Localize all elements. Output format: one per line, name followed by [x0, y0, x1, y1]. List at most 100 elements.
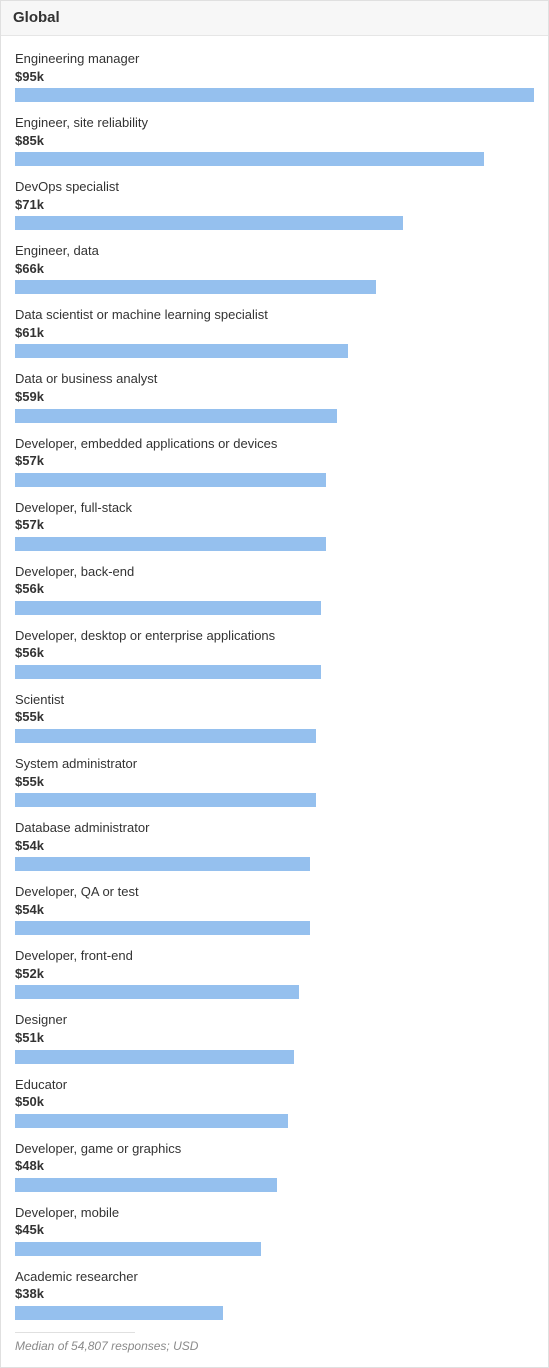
bar-row-value: $48k — [15, 1157, 534, 1175]
bar-track — [15, 1242, 534, 1256]
bar-row-value: $54k — [15, 901, 534, 919]
bar-fill — [15, 409, 337, 423]
bar-row-value: $95k — [15, 68, 534, 86]
bar-fill — [15, 793, 316, 807]
footnote: Median of 54,807 responses; USD — [15, 1339, 534, 1353]
bar-fill — [15, 1050, 294, 1064]
bar-row: Developer, desktop or enterprise applica… — [15, 627, 534, 679]
bar-row-value: $55k — [15, 708, 534, 726]
bar-row-label: Developer, embedded applications or devi… — [15, 435, 534, 453]
bar-fill — [15, 88, 534, 102]
bar-row-value: $50k — [15, 1093, 534, 1111]
bar-track — [15, 537, 534, 551]
bar-track — [15, 985, 534, 999]
bar-track — [15, 152, 534, 166]
bar-row-value: $55k — [15, 773, 534, 791]
bar-row: Developer, QA or test$54k — [15, 883, 534, 935]
bar-track — [15, 1178, 534, 1192]
bar-row-value: $54k — [15, 837, 534, 855]
bar-fill — [15, 344, 348, 358]
bar-fill — [15, 1306, 223, 1320]
bar-row-label: Developer, mobile — [15, 1204, 534, 1222]
bar-row-value: $56k — [15, 580, 534, 598]
bar-row: System administrator$55k — [15, 755, 534, 807]
bar-track — [15, 216, 534, 230]
bar-row-value: $38k — [15, 1285, 534, 1303]
panel-body: Engineering manager$95k Engineer, site re… — [1, 36, 548, 1367]
bar-row-label: Database administrator — [15, 819, 534, 837]
bar-track — [15, 793, 534, 807]
bar-row-value: $52k — [15, 965, 534, 983]
panel-title: Global — [13, 9, 60, 26]
bar-row-label: System administrator — [15, 755, 534, 773]
salary-panel: Global Engineering manager$95k Engineer, … — [0, 0, 549, 1368]
bar-row-value: $57k — [15, 516, 534, 534]
bar-fill — [15, 601, 321, 615]
bar-row-label: Data or business analyst — [15, 370, 534, 388]
bar-row: Developer, front-end$52k — [15, 947, 534, 999]
bar-row: Academic researcher$38k — [15, 1268, 534, 1320]
bar-row-value: $71k — [15, 196, 534, 214]
bar-fill — [15, 1114, 288, 1128]
bar-fill — [15, 665, 321, 679]
bar-track — [15, 1306, 534, 1320]
bar-row-label: Developer, full-stack — [15, 499, 534, 517]
bar-track — [15, 88, 534, 102]
bar-row-label: Data scientist or machine learning speci… — [15, 306, 534, 324]
bar-row-label: Developer, desktop or enterprise applica… — [15, 627, 534, 645]
bar-row-label: Developer, front-end — [15, 947, 534, 965]
bar-track — [15, 857, 534, 871]
bar-track — [15, 473, 534, 487]
bar-track — [15, 729, 534, 743]
bar-fill — [15, 1242, 261, 1256]
bar-row-label: Educator — [15, 1076, 534, 1094]
bar-row-value: $51k — [15, 1029, 534, 1047]
bar-row-label: Engineer, data — [15, 242, 534, 260]
bar-row: Designer$51k — [15, 1011, 534, 1063]
bar-row-value: $66k — [15, 260, 534, 278]
bar-track — [15, 921, 534, 935]
bar-fill — [15, 729, 316, 743]
bar-fill — [15, 1178, 277, 1192]
bar-row: Database administrator$54k — [15, 819, 534, 871]
bar-fill — [15, 985, 299, 999]
bar-fill — [15, 152, 484, 166]
bar-row-value: $59k — [15, 388, 534, 406]
bar-row-value: $57k — [15, 452, 534, 470]
bar-fill — [15, 216, 403, 230]
bar-rows-container: Engineering manager$95k Engineer, site re… — [15, 50, 534, 1320]
bar-row-label: Developer, QA or test — [15, 883, 534, 901]
footnote-rule — [15, 1332, 135, 1333]
bar-fill — [15, 537, 326, 551]
bar-row: Engineer, site reliability$85k — [15, 114, 534, 166]
bar-row: Developer, game or graphics$48k — [15, 1140, 534, 1192]
panel-header: Global — [1, 1, 548, 36]
bar-row-label: Developer, game or graphics — [15, 1140, 534, 1158]
bar-track — [15, 601, 534, 615]
bar-track — [15, 665, 534, 679]
bar-row-label: DevOps specialist — [15, 178, 534, 196]
bar-row-label: Engineer, site reliability — [15, 114, 534, 132]
bar-row: Developer, full-stack$57k — [15, 499, 534, 551]
bar-track — [15, 280, 534, 294]
bar-track — [15, 1050, 534, 1064]
bar-fill — [15, 280, 376, 294]
bar-track — [15, 409, 534, 423]
bar-row: Engineering manager$95k — [15, 50, 534, 102]
bar-row: DevOps specialist$71k — [15, 178, 534, 230]
bar-fill — [15, 921, 310, 935]
bar-row-label: Scientist — [15, 691, 534, 709]
bar-row: Data or business analyst$59k — [15, 370, 534, 422]
bar-row: Developer, embedded applications or devi… — [15, 435, 534, 487]
bar-fill — [15, 857, 310, 871]
bar-row-value: $45k — [15, 1221, 534, 1239]
bar-row-value: $85k — [15, 132, 534, 150]
bar-row: Engineer, data$66k — [15, 242, 534, 294]
bar-row-label: Developer, back-end — [15, 563, 534, 581]
bar-row-label: Engineering manager — [15, 50, 534, 68]
bar-track — [15, 1114, 534, 1128]
bar-row-value: $61k — [15, 324, 534, 342]
bar-track — [15, 344, 534, 358]
bar-row: Scientist$55k — [15, 691, 534, 743]
bar-row: Developer, mobile$45k — [15, 1204, 534, 1256]
